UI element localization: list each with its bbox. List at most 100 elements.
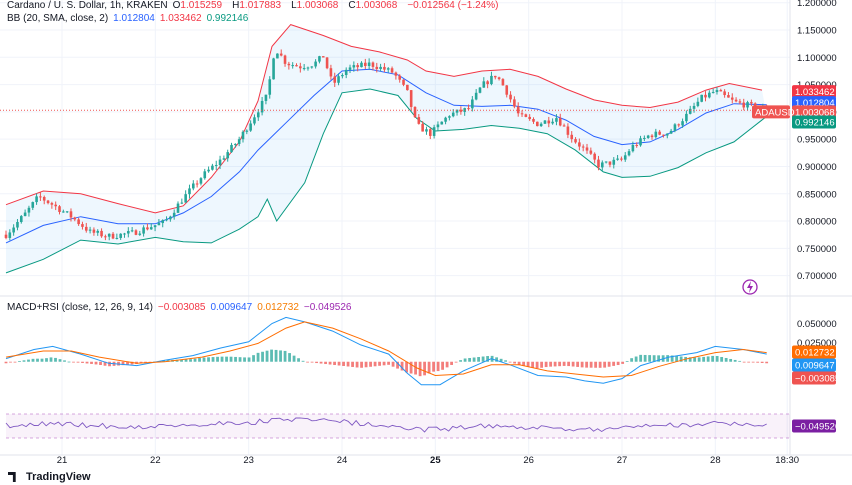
tradingview-logo[interactable]: TradingView [8, 471, 91, 483]
macd-tick-label: 0.050000 [797, 319, 837, 330]
candle-body [268, 79, 272, 95]
macd-hist-bar [265, 350, 269, 362]
candle-body [279, 53, 283, 56]
candle-body [604, 161, 608, 163]
macd-hist-bar [108, 361, 111, 367]
candle-body [299, 66, 302, 69]
macd-hist-bar [733, 359, 737, 362]
macd-hist-bar [553, 361, 557, 367]
macd-hist-bar [427, 361, 431, 374]
macd-hist-bar [319, 361, 323, 364]
macd-hist-bar [670, 355, 674, 362]
bb-legend[interactable]: BB (20, SMA, close, 2) 1.012804 1.033462 0.… [7, 13, 253, 25]
low-value: 1.003068 [296, 0, 339, 11]
candle-body [241, 131, 245, 140]
macd-hist-bar [540, 361, 544, 368]
macd-hist-bar [36, 358, 39, 362]
macd-hist-bar [369, 361, 372, 367]
candle-body [306, 67, 310, 69]
open-value: 1.015259 [180, 0, 223, 11]
candle-body [379, 66, 382, 69]
high-group: H1.017883 [232, 0, 286, 11]
candle-body [161, 220, 165, 224]
candle-body [352, 65, 356, 68]
candle-body [222, 158, 226, 160]
price-tick-label: 0.750000 [797, 244, 837, 255]
candle-body [715, 90, 719, 93]
candle-body [432, 127, 436, 136]
candle-body [474, 92, 478, 100]
macd-hist-bar [441, 361, 444, 370]
macd-hist-bar [738, 360, 742, 362]
macd-line-value: 0.009647 [210, 302, 253, 313]
candle-body [356, 65, 359, 68]
candle-body [421, 123, 424, 132]
bb-basis-value: 1.012804 [113, 13, 155, 24]
candle-body [581, 146, 585, 148]
macd-hist-bar [315, 361, 318, 364]
candle-body [50, 203, 54, 205]
open-label: O [172, 0, 181, 11]
candle-body [738, 101, 742, 103]
candle-body [237, 139, 241, 144]
close-value: 1.003068 [355, 0, 398, 11]
macd-hist-bar [522, 361, 526, 367]
candle-body [77, 219, 80, 225]
macd-signal-badge: 0.012732 [792, 345, 836, 359]
candle-body [585, 147, 589, 151]
candle-body [704, 94, 707, 98]
candle-body [486, 81, 489, 85]
macd-hist-bar [589, 361, 593, 368]
macd-hist-bar [562, 361, 566, 366]
candle-body [146, 227, 149, 230]
candle-body [516, 106, 520, 114]
rsi-value: −0.049526 [303, 302, 352, 313]
candle-body [383, 66, 386, 70]
macd-hist-bar [454, 361, 458, 363]
macd-hist-bar [621, 361, 625, 364]
macd-hist-bar [27, 359, 30, 362]
candle-body [92, 229, 96, 233]
macd-hist-bar [702, 356, 706, 362]
macd-signal-value: 0.012732 [257, 302, 299, 313]
macd-hist-bar [247, 357, 251, 362]
candle-body [364, 62, 367, 66]
macd-histogram [4, 349, 769, 377]
high-value: 1.017883 [239, 0, 282, 11]
macd-hist-bar [751, 361, 755, 363]
macd-hist-bar [396, 361, 399, 369]
candle-body [444, 117, 447, 122]
macd-hist-bar [423, 361, 426, 376]
macd-hist-bar [58, 359, 62, 362]
candle-body [593, 153, 596, 160]
candle-body [490, 75, 493, 85]
candle-body [295, 65, 298, 67]
candle-body [478, 87, 482, 93]
macd-hist-bar [630, 358, 634, 362]
tradingview-mark-icon [8, 472, 16, 482]
macd-hist-bar [405, 361, 408, 373]
macd-hist-bar [436, 361, 440, 372]
macd-hist-bar [324, 361, 327, 365]
last-price-badge-bg [792, 105, 836, 119]
candle-body [12, 227, 15, 233]
candle-body [287, 63, 291, 66]
macd-hist-bar [499, 358, 503, 362]
macd-hist-bar [288, 353, 291, 362]
macd-legend[interactable]: MACD+RSI (close, 12, 26, 9, 14) −0.003085… [7, 302, 356, 314]
macd-hist-bar [63, 360, 66, 362]
macd-hist-bar [337, 361, 341, 366]
macd-hist-bar [22, 360, 26, 362]
macd-hist-bar [634, 356, 638, 362]
candle-body [501, 79, 505, 86]
bb-upper-value: 1.033462 [159, 13, 202, 24]
candle-body [310, 66, 314, 68]
change-value: −0.012564 (−1.24%) [407, 0, 499, 11]
candle-body [318, 56, 321, 62]
candle-body [493, 75, 497, 78]
candle-body [539, 123, 543, 127]
macd-hist-bar [9, 361, 12, 363]
candle-body [708, 92, 711, 98]
time-tick-label: 24 [337, 455, 348, 466]
